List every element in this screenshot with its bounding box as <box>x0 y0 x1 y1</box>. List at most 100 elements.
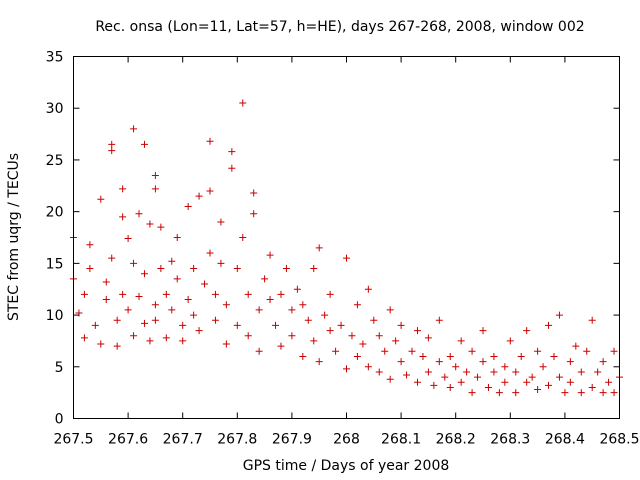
data-point <box>141 270 148 277</box>
data-point <box>447 353 454 360</box>
x-tick-label: 268.5 <box>599 432 639 448</box>
data-point <box>207 187 214 194</box>
data-point <box>540 363 547 370</box>
data-point <box>217 260 224 267</box>
data-point <box>321 312 328 319</box>
data-point <box>567 358 574 365</box>
data-point <box>97 196 104 203</box>
data-point <box>114 343 121 350</box>
data-point <box>425 334 432 341</box>
data-point <box>81 291 88 298</box>
data-point <box>277 291 284 298</box>
data-point <box>480 358 487 365</box>
data-point <box>529 374 536 381</box>
data-point <box>185 296 192 303</box>
data-point <box>474 374 481 381</box>
data-point <box>589 317 596 324</box>
data-point <box>343 365 350 372</box>
data-point <box>452 363 459 370</box>
y-axis-label: STEC from uqrg / TECUs <box>6 153 22 321</box>
data-point <box>163 291 170 298</box>
data-point <box>157 265 164 272</box>
data-point <box>130 332 137 339</box>
data-point <box>338 322 345 329</box>
x-tick-label: 267.5 <box>53 432 93 448</box>
data-point <box>501 363 508 370</box>
data-point <box>179 322 186 329</box>
data-point <box>245 332 252 339</box>
data-point <box>207 250 214 257</box>
data-point <box>387 376 394 383</box>
data-point <box>567 379 574 386</box>
data-point <box>86 265 93 272</box>
data-point <box>141 141 148 148</box>
data-point <box>228 165 235 172</box>
data-point <box>512 368 519 375</box>
y-tick-label: 25 <box>46 153 64 169</box>
data-point <box>239 234 246 241</box>
data-point <box>212 291 219 298</box>
data-point <box>86 241 93 248</box>
x-tick-label: 267.7 <box>163 432 203 448</box>
data-point <box>119 213 126 220</box>
data-point <box>600 389 607 396</box>
data-point <box>354 353 361 360</box>
data-point <box>119 291 126 298</box>
data-point <box>485 384 492 391</box>
data-point <box>168 258 175 265</box>
data-point <box>103 296 110 303</box>
data-point <box>403 372 410 379</box>
data-point <box>343 255 350 262</box>
data-point <box>348 332 355 339</box>
x-tick-label: 268.1 <box>381 432 421 448</box>
y-tick-label: 15 <box>46 256 64 272</box>
data-point <box>578 368 585 375</box>
data-point <box>534 386 541 393</box>
data-point <box>501 379 508 386</box>
data-point <box>480 327 487 334</box>
data-point <box>550 353 557 360</box>
data-point <box>436 358 443 365</box>
data-point <box>261 275 268 282</box>
data-point <box>239 100 246 107</box>
data-point <box>223 341 230 348</box>
data-point <box>114 317 121 324</box>
data-point <box>534 348 541 355</box>
data-point <box>294 286 301 293</box>
data-point <box>190 312 197 319</box>
data-point <box>250 190 257 197</box>
x-tick-label: 268.4 <box>545 432 585 448</box>
data-point <box>136 293 143 300</box>
data-point <box>157 224 164 231</box>
data-point <box>196 193 203 200</box>
data-point <box>146 337 153 344</box>
data-point <box>223 301 230 308</box>
data-point <box>141 320 148 327</box>
y-tick-label: 0 <box>55 412 64 428</box>
data-point <box>196 327 203 334</box>
data-point <box>376 332 383 339</box>
data-point <box>108 255 115 262</box>
data-point <box>108 141 115 148</box>
data-point <box>469 389 476 396</box>
data-point <box>256 348 263 355</box>
data-point <box>97 341 104 348</box>
data-point <box>611 348 618 355</box>
data-point <box>130 260 137 267</box>
x-tick-labels: 267.5 267.6 267.7 267.8 267.9 268 268.1 268.2 26… <box>53 432 639 448</box>
x-tick-label: 267.8 <box>217 432 257 448</box>
data-point <box>305 317 312 324</box>
data-point <box>387 306 394 313</box>
data-point <box>130 125 137 132</box>
data-point <box>556 312 563 319</box>
data-point <box>234 265 241 272</box>
data-point <box>125 235 132 242</box>
data-point <box>108 147 115 154</box>
data-point <box>201 281 208 288</box>
y-tick-label: 20 <box>46 205 64 221</box>
x-tick-label: 267.6 <box>108 432 148 448</box>
data-point <box>288 332 295 339</box>
data-point <box>578 389 585 396</box>
y-tick-label: 10 <box>46 308 64 324</box>
data-point <box>583 348 590 355</box>
